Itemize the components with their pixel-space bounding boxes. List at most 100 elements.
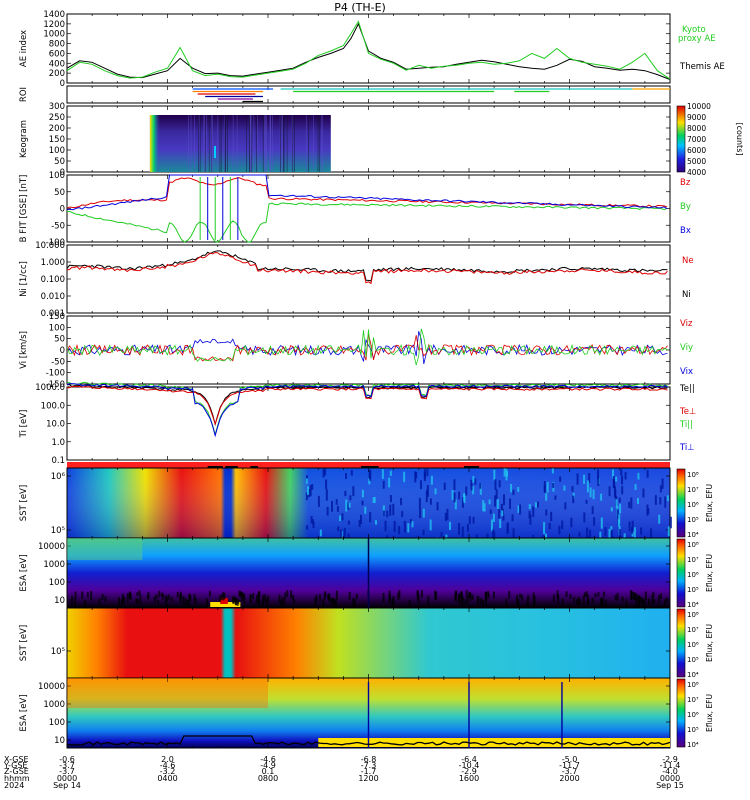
velocity-ylabel: Vi [km/s] [19, 331, 29, 369]
esa-e-speckle [659, 593, 662, 599]
ae-legend-kyoto: proxy AE [678, 34, 716, 44]
density-ytick-label: 1.000 [41, 258, 65, 268]
esa-e-speckle [170, 596, 173, 602]
esa-e-speckle [520, 594, 523, 601]
esa_i-colorbar-tick: 10⁷ [687, 696, 699, 704]
xaxis-row-label: X-GSE [4, 755, 29, 764]
xaxis-position-value: -6.8 [361, 755, 377, 764]
mode-flag-bar [67, 462, 670, 468]
xaxis-position-value: 2.0 [161, 755, 174, 764]
esa-e-speckle [348, 591, 351, 600]
sst-e-speckle [646, 504, 649, 516]
esa-e-speckle [459, 591, 462, 599]
sst-e-speckle [393, 520, 396, 532]
esa-e-speckle [281, 596, 284, 605]
sst-e-speckle [667, 526, 670, 537]
sst-e-speckle [384, 520, 387, 532]
sst-e-speckle [615, 476, 618, 482]
sst-e-speckle [613, 479, 616, 489]
sst_e-colorbar-tick: 10⁵ [687, 516, 699, 524]
xaxis-position-value: -3.2 [160, 767, 176, 776]
sst-e-speckle [398, 526, 401, 535]
sst-e-speckle [344, 490, 347, 497]
esa-e-speckle [249, 594, 252, 603]
sst-e-speckle [347, 533, 350, 539]
sst-e-speckle [389, 504, 392, 516]
xaxis-time-label: 0800 [258, 774, 278, 783]
bfield-legend-bz: Bz [680, 178, 691, 188]
xaxis-position-value: -3.7 [59, 767, 75, 776]
sst-e-speckle [552, 482, 555, 488]
temperature-legend-entry: Te⊥ [679, 407, 696, 417]
xaxis-time-label: 0400 [157, 774, 177, 783]
esa-e-speckle [479, 598, 482, 605]
esa-e-speckle [280, 599, 283, 609]
sst-e-speckle [610, 529, 613, 540]
sst-e-speckle [642, 488, 645, 498]
esa-e-speckle [222, 591, 225, 601]
sst-e-speckle [426, 468, 429, 477]
esa-e-speckle [408, 599, 411, 607]
esa-e-speckle [135, 598, 138, 604]
xaxis-time-label: 0000 [660, 774, 680, 783]
sst-e-speckle [434, 488, 437, 495]
sst-e-speckle [495, 489, 498, 500]
sst_e-colorbar-tick: 10⁸ [687, 471, 699, 479]
esa-e-speckle [71, 595, 74, 606]
xaxis-time-label: 2000 [559, 774, 579, 783]
keogram-ytick-label: 0 [60, 168, 65, 178]
sst-e-speckle [382, 505, 385, 515]
esa-e-speckle [582, 595, 585, 605]
sst-e-speckle [369, 469, 372, 481]
sst-e-speckle [615, 499, 618, 508]
esa-e-speckle [74, 591, 77, 599]
esa-e-speckle [329, 597, 332, 603]
density-frame [66, 244, 671, 314]
bfield-series-line [66, 174, 668, 211]
esa-e-speckle [616, 592, 619, 601]
sst-e-speckle [506, 522, 509, 534]
esa-e-feature [220, 598, 228, 604]
esa-e-speckle [468, 591, 471, 599]
esa-e-speckle [427, 595, 430, 606]
sst_i-colorbar-tick: 10⁷ [687, 626, 699, 634]
esa_e-ytick-label: 1000 [43, 560, 65, 570]
esa-e-speckle [597, 592, 600, 597]
xaxis-position-value: -5.0 [562, 755, 578, 764]
esa_i-ylabel: ESA [eV] [19, 694, 29, 731]
esa_i-ytick-label: 100 [49, 718, 65, 728]
esa_e-ytick-label: 100 [49, 578, 65, 588]
esa-e-speckle [121, 593, 124, 599]
esa_e-colorbar-tick: 10⁷ [687, 556, 699, 564]
sst-e-speckle [492, 513, 495, 523]
sst-e-speckle [453, 492, 456, 503]
esa-e-speckle [266, 597, 269, 606]
sst-e-speckle [400, 498, 403, 506]
esa-e-speckle [117, 597, 120, 606]
esa-e-speckle [417, 594, 420, 604]
sst-e-speckle [411, 521, 414, 528]
esa-e-speckle [314, 597, 317, 607]
chart-title: P4 (TH-E) [334, 1, 386, 14]
esa-e-speckle [634, 597, 637, 608]
sst-e-speckle [339, 515, 342, 522]
keogram-ytick-label: 200 [49, 124, 65, 134]
sst-e-speckle [666, 495, 669, 502]
bfield-legend-bx: Bx [680, 226, 691, 236]
xaxis-row-label: hhmm [4, 774, 30, 783]
velocity-ytick-label: -100 [46, 369, 65, 379]
sst-e-speckle [347, 502, 350, 510]
sst-e-speckle [461, 526, 464, 537]
keogram-colorbar-tick: 4000 [687, 168, 706, 177]
sst-e-speckle [616, 509, 619, 517]
esa-e-speckle [237, 599, 240, 605]
xaxis-position-value: -0.6 [59, 755, 75, 764]
sst-e-speckle [570, 517, 573, 528]
xaxis-position-value: -6.4 [461, 755, 477, 764]
density-series-line [66, 250, 668, 282]
ae-ytick-label: 400 [49, 59, 65, 69]
velocity-series-line [66, 328, 668, 366]
sst-e-speckle [591, 506, 594, 515]
sst-e-speckle [630, 497, 633, 509]
esa_i-colorbar [676, 678, 686, 748]
